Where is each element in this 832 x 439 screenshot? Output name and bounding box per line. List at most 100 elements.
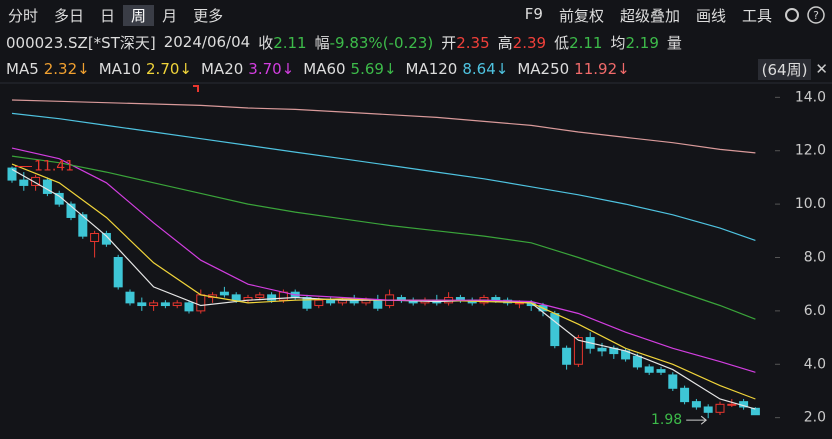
- candle-body: [691, 401, 701, 408]
- legend-value: 5.69↓: [350, 60, 397, 78]
- legend-name: MA250: [517, 60, 570, 78]
- legend-entry: MA60 5.69↓: [303, 60, 396, 78]
- quote-value: 2.39: [512, 33, 547, 52]
- legend-entry: MA250 11.92↓: [517, 60, 629, 78]
- candle-body: [31, 176, 41, 186]
- close-legend[interactable]: ✕: [815, 60, 828, 78]
- legend-value: 2.32↓: [43, 60, 90, 78]
- ma-line: [11, 147, 756, 373]
- candle-body: [278, 291, 288, 301]
- tool-button[interactable]: 画线: [695, 6, 726, 25]
- candle-body: [255, 294, 265, 299]
- candle-body: [562, 347, 572, 365]
- candle-body: [90, 232, 100, 242]
- candle-body: [113, 256, 123, 288]
- quote-item: 幅-9.83%(-0.23): [315, 32, 434, 53]
- tool-buttons: F9 前复权 超级叠加 画线 工具: [517, 5, 780, 26]
- y-tick-label: 6.0: [804, 303, 826, 319]
- ma-line: [11, 155, 756, 320]
- y-tick-label: 8.0: [804, 249, 826, 265]
- period-tab[interactable]: 多日: [54, 6, 85, 25]
- legend-name: MA10: [98, 60, 142, 78]
- candle-body: [526, 302, 536, 307]
- ma-legend: MA5 2.32↓ MA10 2.70↓ MA20 3.70↓ MA60 5.69↓ MA120…: [0, 56, 832, 82]
- candle-body: [703, 406, 713, 413]
- candle-body: [656, 369, 666, 373]
- legend-value: 11.92↓: [574, 60, 630, 78]
- y-tick-label: 4.0: [804, 356, 826, 372]
- quote-label: 低: [554, 33, 570, 52]
- candle-body: [550, 313, 560, 347]
- toolbar: 分时 多日日周月更多 F9 前复权 超级叠加 画线 工具 ?: [0, 2, 832, 28]
- candle-body: [267, 294, 277, 301]
- ma-line: [11, 99, 756, 154]
- candle-body: [314, 299, 324, 307]
- candle-body: [66, 203, 76, 218]
- candle-body: [302, 297, 312, 309]
- quote-item: 低2.11: [554, 32, 602, 53]
- quote-label: 收: [258, 33, 274, 52]
- tool-button[interactable]: 前复权: [558, 6, 604, 25]
- candle-body: [420, 299, 430, 304]
- period-count[interactable]: (64周): [757, 58, 812, 80]
- tool-button[interactable]: 超级叠加: [619, 6, 680, 25]
- candle-body: [621, 350, 631, 360]
- candle-body: [727, 403, 737, 406]
- legend-entry: MA5 2.32↓: [6, 60, 90, 78]
- candle-body: [750, 407, 760, 416]
- candle-body: [444, 297, 454, 304]
- symbol: 000023.SZ[*ST深天]: [6, 33, 156, 52]
- help-mark: ?: [813, 9, 819, 22]
- candle-body: [19, 179, 29, 186]
- quote-items: 收2.11 幅-9.83%(-0.23) 开2.35 高2.39 低2.11 均2.19: [258, 32, 667, 53]
- flag-marker: [193, 85, 199, 92]
- candle-body: [396, 297, 406, 301]
- candle-body: [491, 297, 501, 301]
- quote-item: 高2.39: [498, 32, 546, 53]
- candle-body: [290, 291, 300, 299]
- legend-value: 2.70↓: [146, 60, 192, 78]
- candle-body: [349, 299, 359, 304]
- legend-entry: MA120 8.64↓: [406, 60, 509, 78]
- quote-value: -9.83%(-0.23): [329, 33, 434, 52]
- candle-body: [503, 299, 513, 304]
- candle-body: [172, 302, 182, 307]
- quote-item: 收2.11: [258, 32, 306, 53]
- period-tab[interactable]: 周: [123, 4, 155, 26]
- period-tab[interactable]: 日: [100, 6, 116, 25]
- volume-label: 量: [666, 33, 682, 52]
- legend-name: MA20: [200, 60, 244, 78]
- candle-body: [337, 299, 347, 304]
- legend-name: MA60: [303, 60, 346, 78]
- candle-body: [432, 299, 442, 304]
- legend-value: 8.64↓: [462, 60, 509, 78]
- quote-label: 开: [441, 33, 457, 52]
- candle-body: [184, 302, 194, 312]
- candle-body: [467, 299, 477, 304]
- candle-body: [680, 387, 690, 403]
- period-tab[interactable]: 月: [162, 6, 178, 25]
- period-tab[interactable]: 更多: [193, 6, 224, 25]
- help-icon[interactable]: [807, 6, 825, 24]
- candle-body: [739, 401, 749, 408]
- candle-body: [385, 294, 395, 307]
- settings-icon[interactable]: [785, 8, 799, 22]
- ma-line: [11, 112, 756, 241]
- y-tick-label: 10.0: [795, 196, 826, 212]
- legend-entry: MA10 2.70↓: [99, 60, 192, 78]
- quote-row: 000023.SZ[*ST深天] 2024/06/04 收2.11 幅-9.83%…: [0, 29, 682, 55]
- candle-body: [101, 232, 111, 245]
- quote-value: 2.11: [569, 33, 603, 52]
- period-tab[interactable]: 分时: [8, 6, 39, 25]
- candle-body: [42, 179, 52, 194]
- tool-button[interactable]: 工具: [741, 6, 772, 25]
- tool-button[interactable]: F9: [524, 4, 543, 23]
- low-pointer: [686, 415, 708, 425]
- candle-body: [326, 299, 336, 304]
- candle-body: [54, 192, 64, 205]
- candle-body: [538, 305, 548, 312]
- y-tick-label: 12.0: [795, 143, 826, 159]
- legend-value: 3.70↓: [248, 60, 295, 78]
- candle-body: [455, 297, 465, 301]
